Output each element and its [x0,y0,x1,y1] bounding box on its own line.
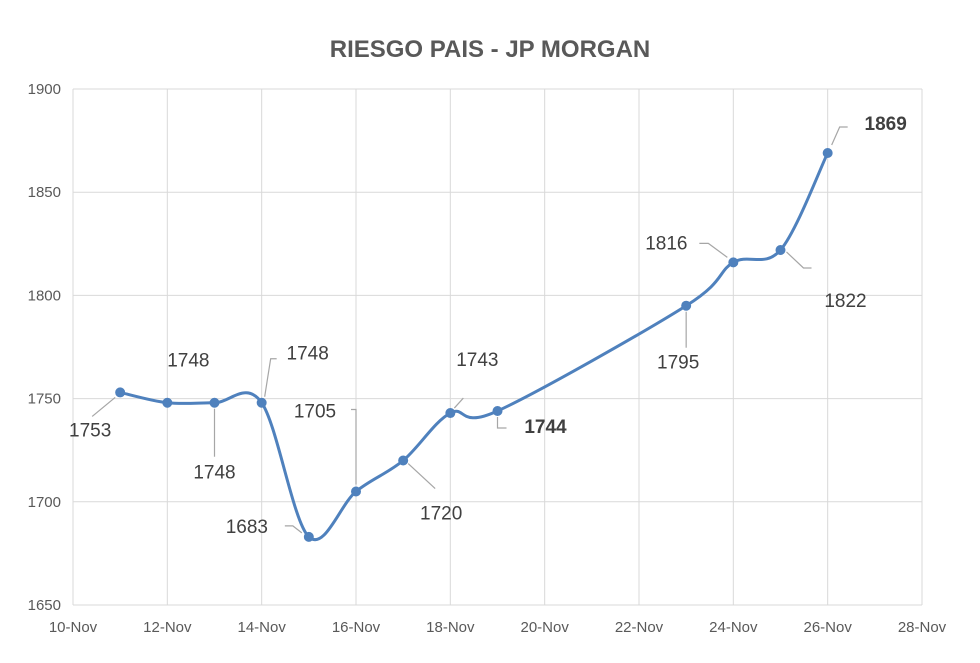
label-leader [496,416,507,429]
data-point [398,455,409,466]
data-label: 1744 [524,417,567,438]
x-tick-label: 14-Nov [237,619,286,636]
data-labels: 1753 1748 1748 1748 1683 1705 1720 1743 1744 1795… [69,114,907,538]
y-tick-label: 1750 [28,391,61,408]
data-point [351,486,361,497]
data-point [822,147,833,158]
y-tick-label: 1800 [28,287,61,304]
data-point [681,300,692,311]
data-label: 1816 [645,233,687,254]
data-point [775,244,786,255]
y-tick-label: 1850 [28,184,61,201]
label-leader [407,463,436,489]
chart-title: RIESGO PAIS - JP MORGAN [330,36,651,63]
x-tick-label: 18-Nov [426,619,475,636]
x-tick-label: 28-Nov [898,619,947,636]
y-axis-ticks: 1650 1700 1750 1800 1850 1900 [28,81,61,614]
label-leader [786,251,812,269]
data-point [492,405,503,416]
data-point [445,408,456,419]
label-leader [264,358,277,397]
data-point [728,257,739,268]
data-point [209,397,220,408]
label-leader [831,126,848,146]
x-axis-ticks: 10-Nov 12-Nov 14-Nov 16-Nov 18-Nov 20-Nov 22-N… [49,619,947,636]
label-leader [284,525,303,534]
y-tick-label: 1700 [28,494,61,511]
data-label: 1720 [420,504,462,525]
data-label: 1683 [226,517,268,538]
data-point [303,531,314,542]
x-tick-label: 10-Nov [49,619,98,636]
label-leader [453,397,464,409]
label-leader [351,408,357,485]
data-label: 1748 [287,344,329,365]
x-tick-label: 20-Nov [520,619,569,636]
data-label: 1795 [657,353,699,374]
label-leader [699,242,728,258]
label-leader [91,396,116,417]
label-leader-lines [91,126,848,534]
x-tick-label: 16-Nov [332,619,381,636]
data-label: 1869 [865,114,907,135]
data-label: 1748 [193,463,235,484]
data-point [162,397,173,408]
data-point [256,397,267,408]
gridlines [72,88,923,606]
x-tick-label: 12-Nov [143,619,192,636]
data-label: 1753 [69,420,111,441]
data-points [115,147,833,542]
x-tick-label: 22-Nov [615,619,664,636]
data-label: 1822 [824,291,866,312]
data-label: 1748 [167,351,209,372]
y-tick-label: 1650 [28,597,61,614]
data-label: 1743 [456,350,498,371]
data-label: 1705 [294,401,336,422]
x-tick-label: 24-Nov [709,619,758,636]
y-tick-label: 1900 [28,81,61,98]
data-point [115,387,126,398]
x-tick-label: 26-Nov [803,619,852,636]
